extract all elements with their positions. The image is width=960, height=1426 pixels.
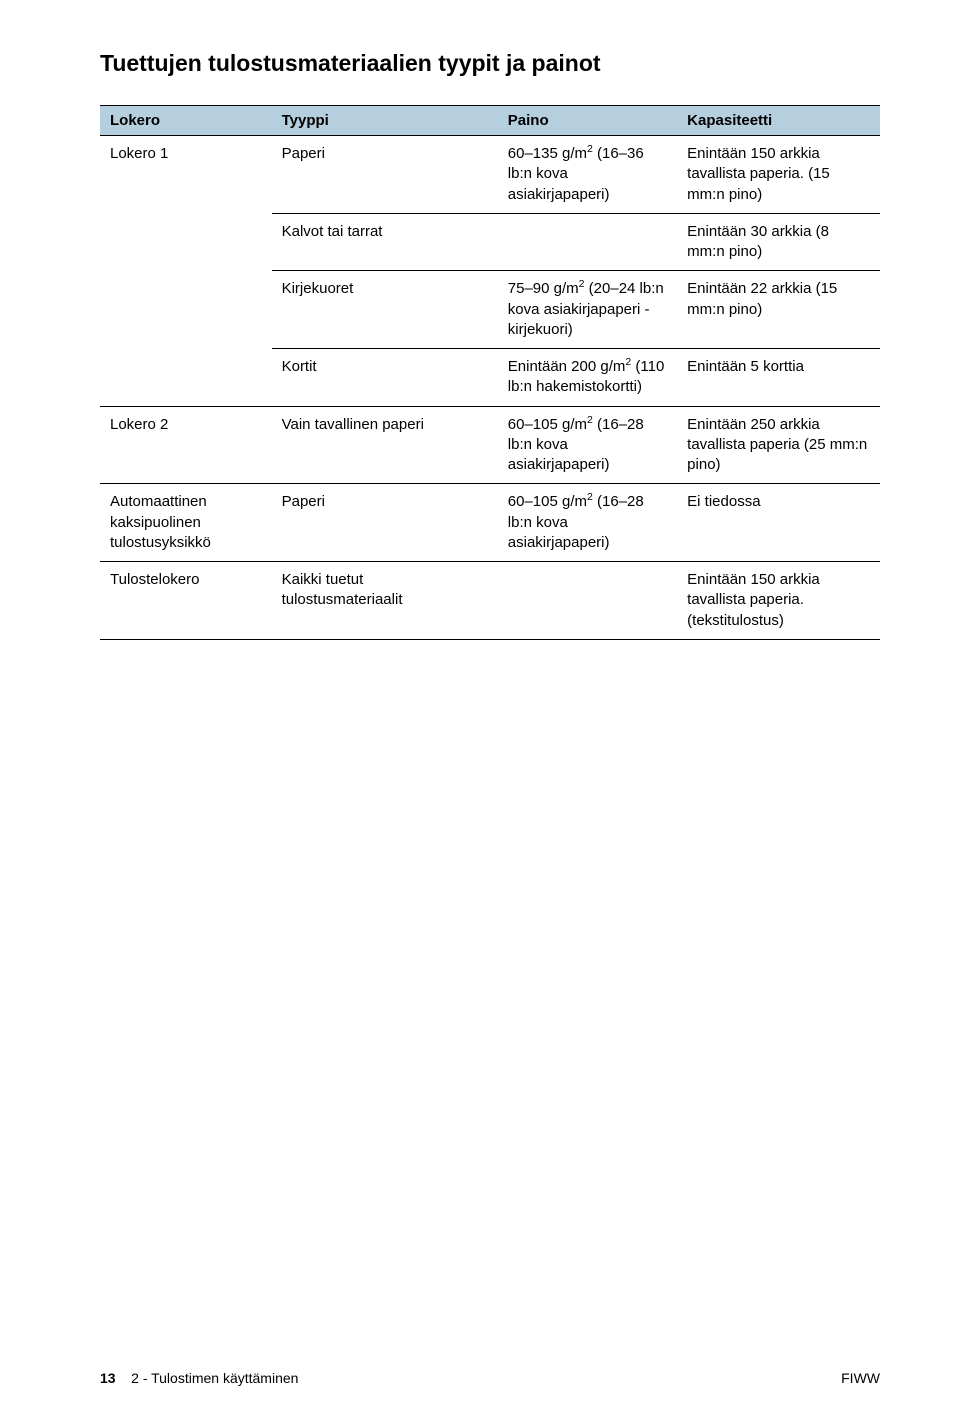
cell-paino: 60–105 g/m2 (16–28 lb:n kova asiakirjapa… xyxy=(498,406,677,484)
table-row: Kortit Enintään 200 g/m2 (110 lb:n hakem… xyxy=(100,349,880,407)
col-header-paino: Paino xyxy=(498,106,677,136)
cell-tyyppi: Kalvot tai tarrat xyxy=(272,213,498,271)
cell-kapasiteetti: Enintään 5 korttia xyxy=(677,349,880,407)
page-footer: 13 2 - Tulostimen käyttäminen FIWW xyxy=(100,1370,880,1386)
cell-kapasiteetti: Enintään 150 arkkia tavallista paperia. … xyxy=(677,562,880,640)
cell-kapasiteetti: Enintään 150 arkkia tavallista paperia. … xyxy=(677,136,880,214)
cell-paino xyxy=(498,213,677,271)
cell-lokero: Lokero 2 xyxy=(100,406,272,484)
materials-table: Lokero Tyyppi Paino Kapasiteetti Lokero … xyxy=(100,105,880,640)
col-header-tyyppi: Tyyppi xyxy=(272,106,498,136)
cell-lokero: Lokero 1 xyxy=(100,136,272,214)
cell-tyyppi: Kortit xyxy=(272,349,498,407)
cell-kapasiteetti: Ei tiedossa xyxy=(677,484,880,562)
cell-tyyppi: Kaikki tuetut tulostusmateriaalit xyxy=(272,562,498,640)
paino-pre: 60–135 g/m xyxy=(508,145,587,162)
footer-left: 13 2 - Tulostimen käyttäminen xyxy=(100,1370,298,1386)
cell-tyyppi: Paperi xyxy=(272,484,498,562)
paino-pre: 60–105 g/m xyxy=(508,416,587,433)
cell-lokero: Automaattinen kaksipuolinen tulostusyksi… xyxy=(100,484,272,562)
table-row: Lokero 2 Vain tavallinen paperi 60–105 g… xyxy=(100,406,880,484)
cell-kapasiteetti: Enintään 22 arkkia (15 mm:n pino) xyxy=(677,271,880,349)
table-header-row: Lokero Tyyppi Paino Kapasiteetti xyxy=(100,106,880,136)
table-row: Automaattinen kaksipuolinen tulostusyksi… xyxy=(100,484,880,562)
cell-lokero xyxy=(100,349,272,407)
paino-pre: 75–90 g/m xyxy=(508,280,579,297)
cell-kapasiteetti: Enintään 30 arkkia (8 mm:n pino) xyxy=(677,213,880,271)
table-row: Kalvot tai tarrat Enintään 30 arkkia (8 … xyxy=(100,213,880,271)
paino-pre: Enintään 200 g/m xyxy=(508,358,626,375)
cell-paino: 60–135 g/m2 (16–36 lb:n kova asiakirjapa… xyxy=(498,136,677,214)
cell-kapasiteetti: Enintään 250 arkkia tavallista paperia (… xyxy=(677,406,880,484)
cell-paino: Enintään 200 g/m2 (110 lb:n hakemistokor… xyxy=(498,349,677,407)
col-header-kapasiteetti: Kapasiteetti xyxy=(677,106,880,136)
cell-paino xyxy=(498,562,677,640)
cell-lokero: Tulostelokero xyxy=(100,562,272,640)
cell-lokero xyxy=(100,271,272,349)
cell-paino: 60–105 g/m2 (16–28 lb:n kova asiakirjapa… xyxy=(498,484,677,562)
cell-paino: 75–90 g/m2 (20–24 lb:n kova asiakirjapap… xyxy=(498,271,677,349)
cell-tyyppi: Kirjekuoret xyxy=(272,271,498,349)
footer-right: FIWW xyxy=(841,1370,880,1386)
cell-tyyppi: Vain tavallinen paperi xyxy=(272,406,498,484)
table-row: Tulostelokero Kaikki tuetut tulostusmate… xyxy=(100,562,880,640)
footer-section: 2 - Tulostimen käyttäminen xyxy=(131,1370,298,1386)
cell-lokero xyxy=(100,213,272,271)
cell-tyyppi: Paperi xyxy=(272,136,498,214)
page-number: 13 xyxy=(100,1370,116,1386)
col-header-lokero: Lokero xyxy=(100,106,272,136)
paino-pre: 60–105 g/m xyxy=(508,493,587,510)
table-row: Kirjekuoret 75–90 g/m2 (20–24 lb:n kova … xyxy=(100,271,880,349)
page-title: Tuettujen tulostusmateriaalien tyypit ja… xyxy=(100,50,880,77)
table-row: Lokero 1 Paperi 60–135 g/m2 (16–36 lb:n … xyxy=(100,136,880,214)
page: Tuettujen tulostusmateriaalien tyypit ja… xyxy=(0,0,960,1426)
